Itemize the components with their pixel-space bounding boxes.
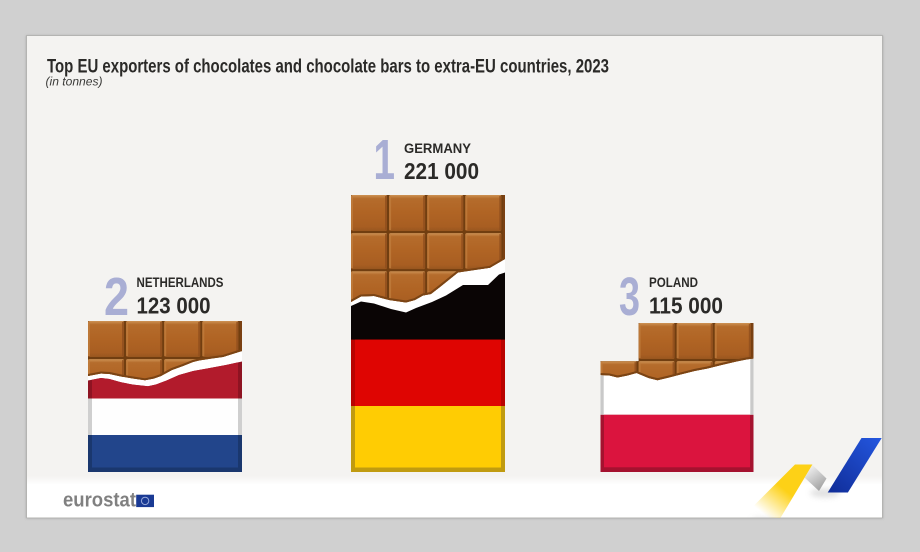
svg-text:Top EU exporters of chocolates: Top EU exporters of chocolates and choco… [47,57,609,78]
svg-text:115 000: 115 000 [649,293,723,319]
svg-text:(in tonnes): (in tonnes) [46,77,103,89]
svg-text:GERMANY: GERMANY [404,141,471,156]
svg-text:POLAND: POLAND [649,275,698,290]
svg-text:221 000: 221 000 [404,158,479,184]
svg-text:123 000: 123 000 [137,293,211,319]
svg-text:eurostat: eurostat [63,489,136,512]
svg-text:2: 2 [104,268,129,327]
svg-text:NETHERLANDS: NETHERLANDS [137,275,224,290]
svg-text:3: 3 [619,268,640,327]
svg-text:1: 1 [374,128,396,191]
